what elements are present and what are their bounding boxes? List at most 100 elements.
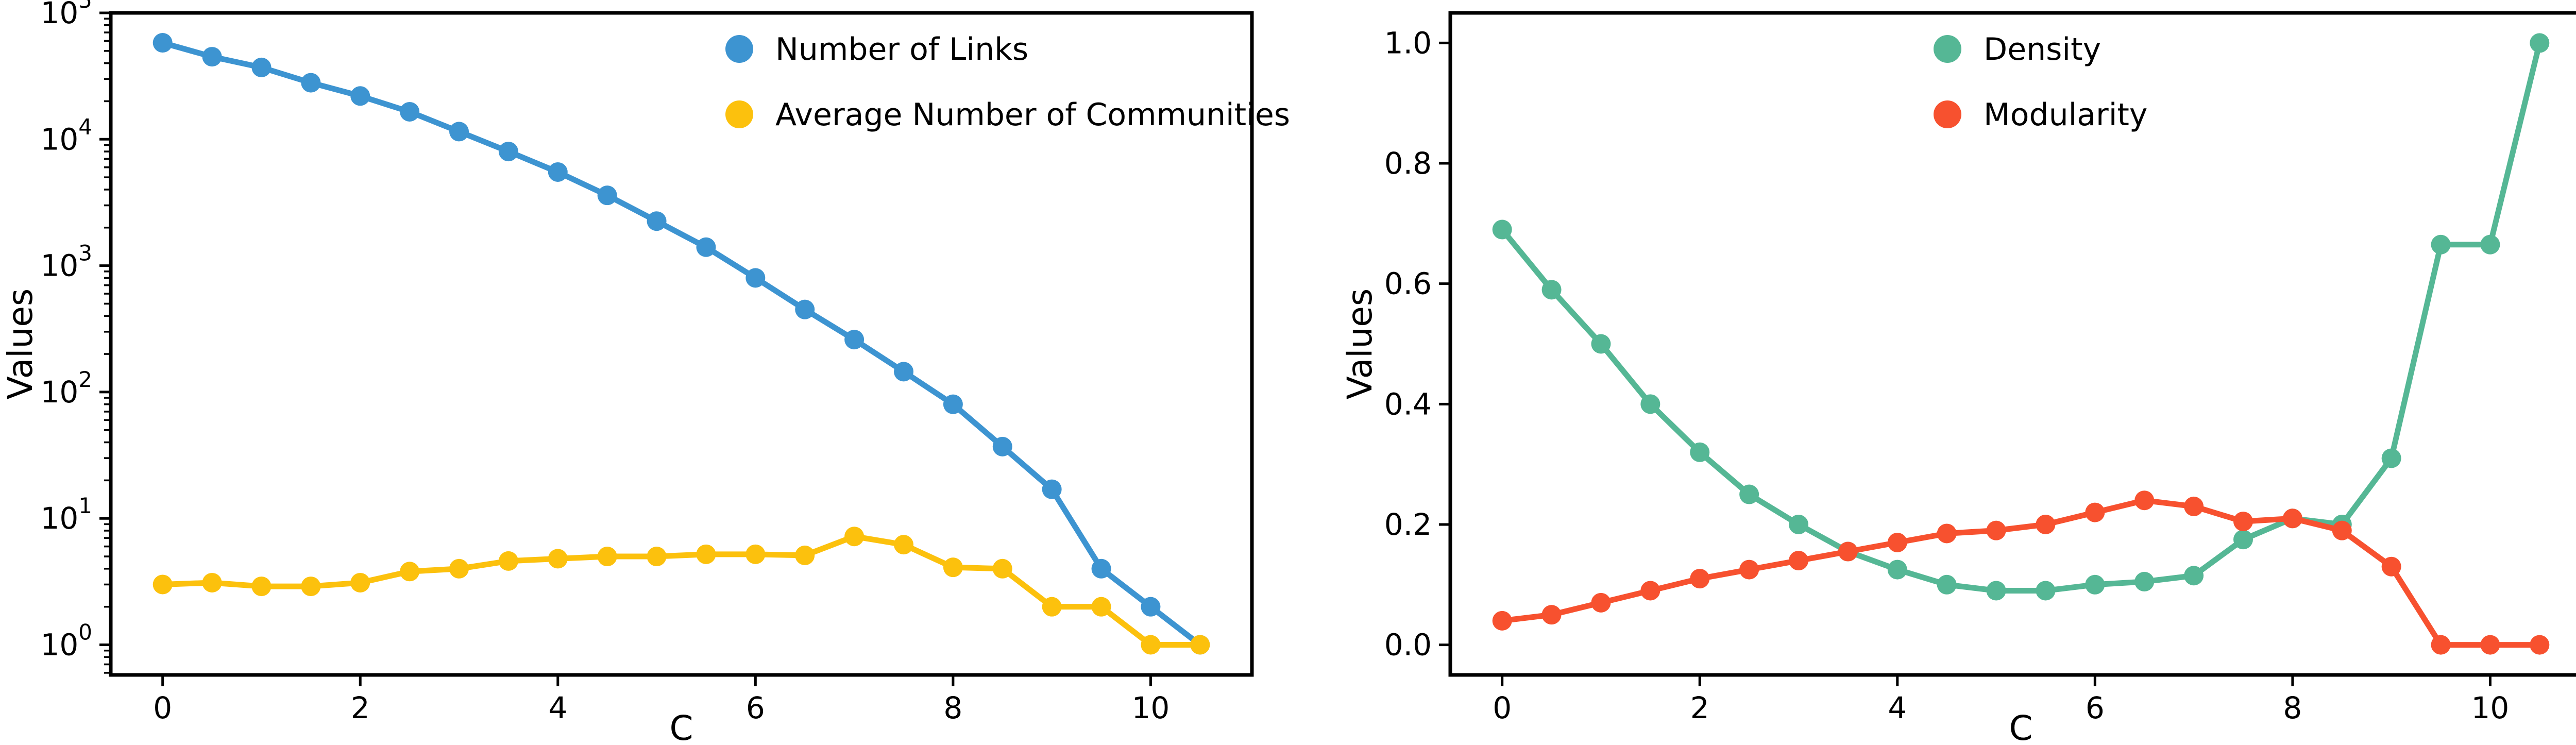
- y-tick-label: 0.6: [1384, 266, 1432, 301]
- number-of-links-marker: [1091, 558, 1111, 579]
- modularity-marker: [2085, 502, 2105, 522]
- density-marker: [2381, 448, 2401, 468]
- number-of-links-line: [160, 40, 1203, 648]
- average-number-of-communities-marker: [696, 544, 716, 564]
- density-marker: [1690, 442, 1710, 462]
- average-number-of-communities-marker: [1091, 597, 1111, 617]
- density-marker: [1492, 219, 1512, 240]
- modularity-marker: [2036, 514, 2056, 534]
- y-tick-label: 100: [40, 619, 92, 662]
- x-tick-label: 6: [2086, 690, 2105, 725]
- legend: Number of Links Average Number of Communi…: [725, 31, 1290, 133]
- modularity-legend-label: Modularity: [1984, 97, 2147, 133]
- average-number-of-communities-line: [160, 533, 1203, 648]
- number-of-links-legend-label: Number of Links: [775, 31, 1028, 67]
- number-of-links-marker: [992, 436, 1012, 456]
- y-tick-label: 101: [40, 493, 92, 536]
- y-axis-ticks: 100 101 102 103 104 105: [40, 0, 111, 674]
- number-of-links-marker: [548, 162, 568, 182]
- average-number-of-communities-legend-label: Average Number of Communities: [775, 97, 1290, 133]
- average-number-of-communities-marker: [202, 572, 222, 592]
- average-number-of-communities-legend-marker-icon: [725, 100, 753, 128]
- density-marker: [1789, 514, 1809, 534]
- number-of-links-marker: [449, 122, 469, 142]
- density-marker: [2530, 33, 2550, 53]
- y-tick-label: 0.2: [1384, 507, 1432, 542]
- modularity-marker: [2282, 509, 2302, 529]
- y-axis-label: Values: [1, 289, 40, 400]
- number-of-links-marker: [745, 268, 766, 288]
- number-of-links-marker: [1141, 597, 1161, 617]
- x-tick-label: 8: [2283, 690, 2302, 725]
- right-plot: 0 2 4 6 8 10 0.0 0.2 0.4 0.6 0.8 1.0 C Values Density M…: [1340, 11, 2576, 745]
- number-of-links-marker: [647, 211, 667, 231]
- density-marker: [1739, 484, 1759, 504]
- x-tick-label: 10: [2471, 690, 2510, 725]
- modularity-marker: [2431, 635, 2451, 655]
- y-tick-label: 105: [40, 0, 92, 30]
- number-of-links-marker: [301, 73, 321, 93]
- average-number-of-communities-marker: [449, 558, 469, 579]
- average-number-of-communities-marker: [795, 545, 815, 565]
- modularity-line: [1499, 497, 2543, 648]
- x-tick-label: 0: [153, 690, 172, 725]
- x-tick-label: 2: [351, 690, 370, 725]
- density-marker: [2184, 566, 2204, 586]
- modularity-marker: [1541, 605, 1562, 625]
- x-tick-label: 8: [943, 690, 962, 725]
- density-marker: [1887, 560, 1907, 580]
- average-number-of-communities-marker: [1190, 635, 1210, 655]
- plot-border: [109, 11, 1254, 677]
- density-marker: [2431, 234, 2451, 255]
- plot-border: [1448, 11, 2576, 677]
- modularity-marker: [2480, 635, 2500, 655]
- number-of-links-marker: [251, 57, 272, 77]
- modularity-series: [1492, 490, 2550, 655]
- modularity-marker: [1838, 541, 1858, 562]
- density-legend-label: Density: [1984, 31, 2101, 67]
- modularity-marker: [1937, 523, 1957, 544]
- number-of-links-marker: [795, 299, 815, 319]
- number-of-links-marker: [400, 101, 420, 122]
- number-of-links-marker: [498, 142, 518, 162]
- modularity-marker: [1640, 581, 1660, 601]
- density-line: [1499, 40, 2543, 594]
- modularity-marker: [1887, 533, 1907, 552]
- number-of-links-marker: [1042, 479, 1062, 499]
- density-marker: [2085, 574, 2105, 595]
- number-of-links-legend-marker-icon: [725, 35, 753, 63]
- modularity-marker: [2134, 490, 2155, 511]
- density-marker: [1937, 574, 1957, 595]
- x-axis-ticks: 0 2 4 6 8 10: [153, 675, 1170, 725]
- legend: Density Modularity: [1934, 31, 2147, 133]
- x-tick-label: 0: [1493, 690, 1512, 725]
- average-number-of-communities-marker: [548, 549, 568, 569]
- x-tick-label: 2: [1690, 690, 1709, 725]
- x-tick-label: 6: [746, 690, 765, 725]
- density-marker: [2480, 234, 2500, 255]
- x-tick-label: 10: [1132, 690, 1170, 725]
- number-of-links-marker: [696, 237, 716, 257]
- modularity-marker: [1739, 560, 1759, 580]
- average-number-of-communities-marker: [844, 527, 865, 547]
- average-number-of-communities-marker: [152, 574, 173, 595]
- y-tick-label: 104: [40, 114, 92, 157]
- modularity-marker: [2381, 556, 2401, 577]
- number-of-links-marker: [152, 33, 173, 53]
- average-number-of-communities-marker: [1042, 597, 1062, 617]
- y-tick-label: 1.0: [1384, 25, 1432, 60]
- left-plot: 0 2 4 6 8 10 100 101 102 103 104 105 C Values Number o…: [1, 0, 1290, 745]
- number-of-links-marker: [943, 394, 963, 414]
- density-marker: [2134, 571, 2155, 591]
- number-of-links-marker: [893, 362, 913, 382]
- y-axis-label: Values: [1340, 289, 1380, 400]
- number-of-links-marker: [350, 86, 370, 106]
- x-tick-label: 4: [548, 690, 567, 725]
- x-axis-ticks: 0 2 4 6 8 10: [1493, 675, 2509, 725]
- average-number-of-communities-marker: [400, 562, 420, 582]
- density-marker: [2036, 581, 2056, 601]
- average-number-of-communities-marker: [745, 544, 766, 564]
- average-number-of-communities-marker: [647, 547, 667, 567]
